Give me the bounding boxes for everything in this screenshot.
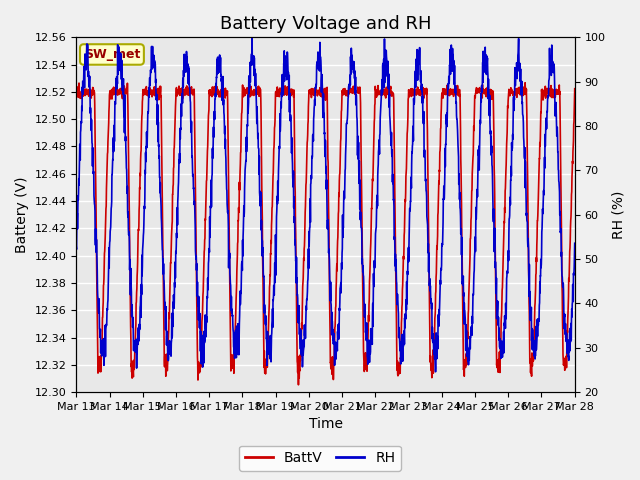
RH [571, 240, 579, 246]
BattV [294, 382, 302, 388]
RH [315, 63, 323, 69]
Y-axis label: Battery (V): Battery (V) [15, 177, 29, 253]
BattV [315, 91, 323, 97]
BattV [98, 350, 106, 356]
BattV [72, 90, 80, 96]
Line: BattV: BattV [76, 83, 575, 385]
Text: SW_met: SW_met [84, 48, 140, 61]
RH [72, 244, 80, 250]
Title: Battery Voltage and RH: Battery Voltage and RH [220, 15, 431, 33]
BattV [557, 156, 564, 162]
RH [302, 321, 310, 327]
RH [248, 36, 256, 41]
Y-axis label: RH (%): RH (%) [611, 191, 625, 239]
BattV [465, 287, 473, 293]
RH [465, 358, 473, 363]
Line: RH: RH [76, 38, 575, 372]
RH [432, 369, 440, 375]
RH [557, 228, 564, 234]
Legend: BattV, RH: BattV, RH [239, 445, 401, 471]
BattV [557, 172, 564, 178]
RH [98, 353, 106, 359]
X-axis label: Time: Time [308, 418, 342, 432]
BattV [302, 192, 310, 198]
RH [557, 229, 564, 235]
BattV [571, 86, 579, 92]
BattV [521, 80, 529, 85]
